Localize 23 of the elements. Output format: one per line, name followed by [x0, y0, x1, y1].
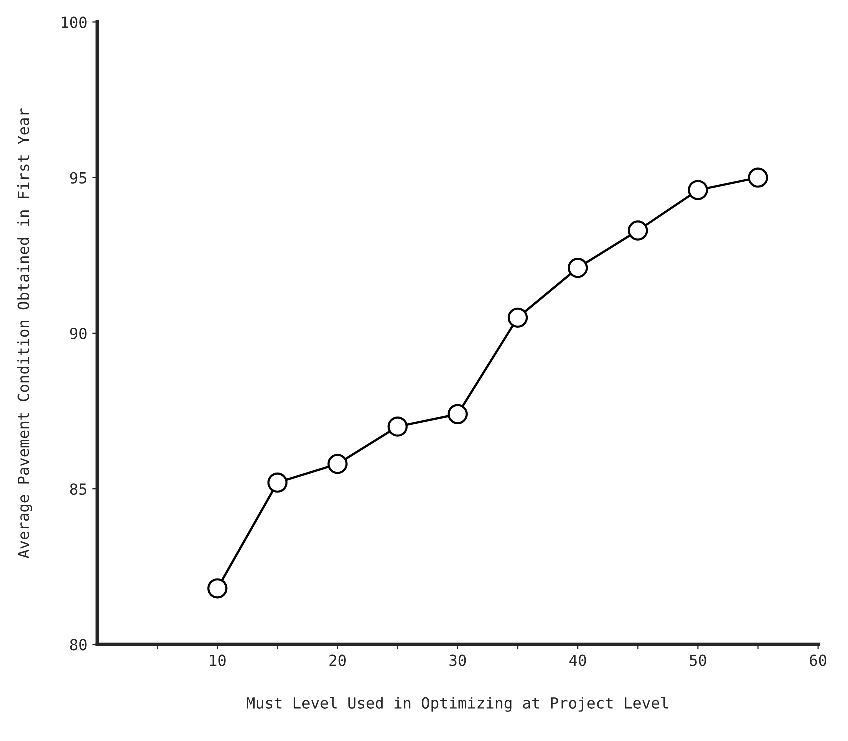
point — [508, 308, 528, 328]
point — [448, 404, 468, 424]
x-tick-label: 30 — [450, 654, 466, 666]
y-tick-label: 95 — [70, 172, 87, 184]
point — [328, 454, 348, 474]
point — [628, 220, 648, 241]
point — [568, 258, 588, 278]
x-tick-label: 60 — [810, 654, 827, 666]
point — [388, 416, 408, 437]
y-tick-label: 100 — [62, 16, 87, 28]
x-tick-label: 20 — [330, 654, 346, 666]
y-tick-label: 90 — [70, 328, 87, 340]
point — [208, 578, 228, 599]
point — [268, 472, 288, 493]
y-tick-label: 85 — [70, 484, 87, 496]
point — [748, 168, 768, 188]
x-tick-label: 40 — [570, 654, 586, 666]
point — [688, 180, 708, 200]
x-axis-title: Must Level Used in Optimizing at Project Level — [247, 697, 668, 712]
y-axis-title: Average Pavement Condition Obtained in First Year — [18, 108, 32, 559]
y-tick-label: 80 — [70, 639, 87, 651]
x-tick-label: 50 — [690, 654, 706, 666]
x-tick-label: 10 — [210, 654, 226, 666]
